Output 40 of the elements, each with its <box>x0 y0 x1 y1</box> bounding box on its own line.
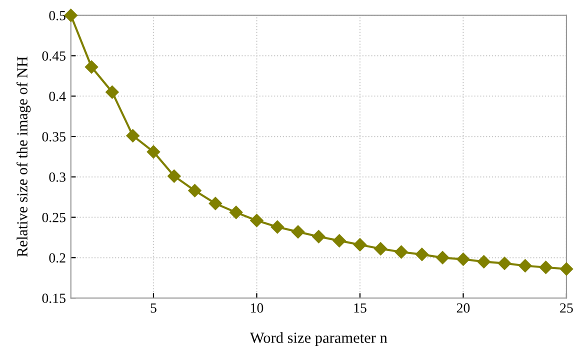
point <box>126 129 140 142</box>
point <box>436 251 450 264</box>
y-tick-label: 0.25 <box>42 212 66 222</box>
point <box>415 248 429 262</box>
y-tick-label: 0.15 <box>42 294 66 304</box>
x-tick-label: 20 <box>456 303 470 313</box>
y-tick-label: 0.5 <box>49 10 66 20</box>
y-tick-label: 0.45 <box>42 51 66 61</box>
y-tick-label: 0.35 <box>42 132 66 142</box>
point <box>518 259 532 272</box>
point <box>332 234 346 248</box>
x-tick-label: 5 <box>150 303 156 313</box>
x-tick-label: 10 <box>251 303 264 313</box>
point <box>250 214 264 228</box>
point <box>374 242 388 256</box>
y-axis-title: Relative size of the image of NH <box>16 56 31 257</box>
y-tick-label: 0.2 <box>49 253 66 263</box>
x-axis-title: Word size parameter n <box>250 332 388 346</box>
point <box>106 86 119 99</box>
point <box>188 184 202 198</box>
x-tick-label: 15 <box>354 303 366 313</box>
y-tick-label: 0.4 <box>49 92 66 102</box>
point <box>539 260 552 274</box>
point <box>84 60 98 74</box>
point <box>353 238 367 252</box>
point <box>291 225 305 238</box>
point <box>146 145 160 158</box>
point <box>456 252 470 266</box>
point <box>477 255 490 268</box>
point <box>560 262 574 276</box>
point <box>312 230 326 244</box>
y-tick-label: 0.3 <box>49 172 66 182</box>
point <box>229 206 243 220</box>
point <box>394 245 408 259</box>
point <box>270 220 284 234</box>
point <box>168 170 181 183</box>
point <box>64 8 78 22</box>
point <box>208 196 222 210</box>
x-tick-label: 25 <box>560 303 573 313</box>
point <box>498 256 512 270</box>
